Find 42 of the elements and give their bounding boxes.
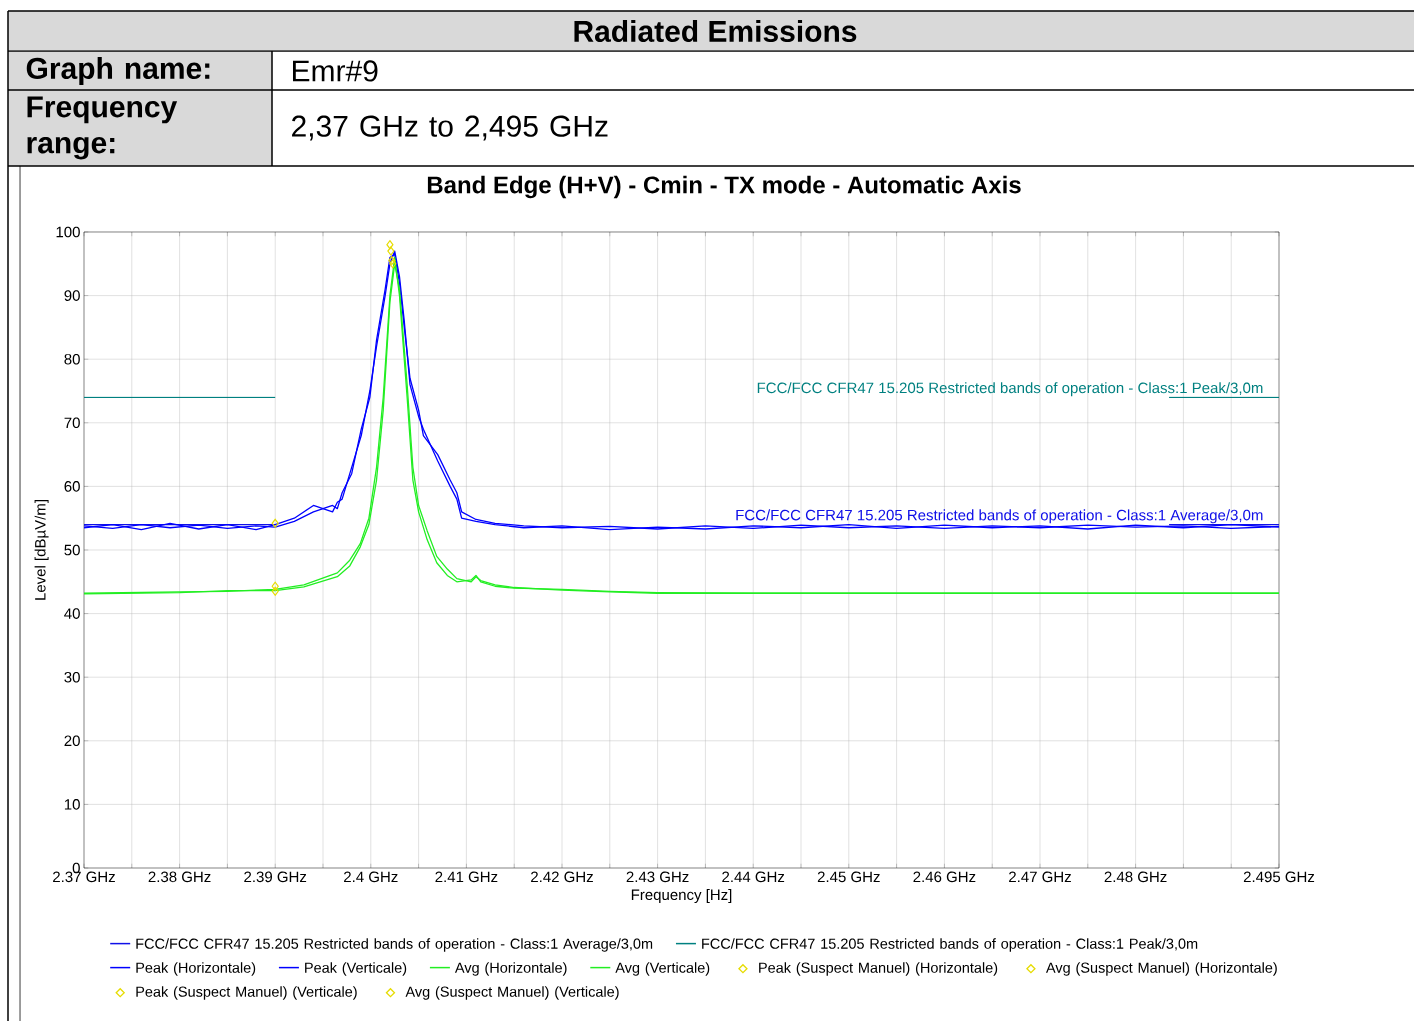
annotation: FCC/FCC CFR47 15.205 Restricted bands of operation - Class:1 Average/3,0m: [736, 509, 1263, 524]
legend-label: Avg (Suspect Manuel) (Horizontale): [1045, 962, 1277, 976]
x-tick-label: 2.43 GHz: [626, 871, 689, 883]
annotation: FCC/FCC CFR47 15.205 Restricted bands of operation - Class:1 Peak/3,0m: [757, 382, 1263, 397]
y-tick-label: 20: [64, 735, 80, 747]
chart-title: Radiated Emissions: [574, 19, 857, 43]
x-tick-label: 2.4 GHz: [344, 871, 398, 883]
x-tick-label: 2.41 GHz: [435, 871, 498, 883]
legend-label: Peak (Horizontale): [136, 962, 256, 976]
legend-label: Peak (Verticale): [305, 962, 407, 976]
y-tick-label: 40: [64, 608, 80, 619]
y-tick-label: 10: [64, 799, 80, 810]
x-tick-label: 2.42 GHz: [531, 871, 593, 883]
y-tick-label: 90: [64, 290, 80, 301]
x-tick-label: 2.38 GHz: [148, 871, 211, 883]
x-tick-label: 2.495 GHz: [1243, 871, 1315, 883]
legend-label: Avg (Suspect Manuel) (Verticale): [405, 986, 619, 1000]
y-tick-label: 60: [64, 481, 80, 492]
legend-label: Avg (Horizontale): [454, 962, 567, 976]
y-axis-title: Level [dBµV/m]: [34, 500, 49, 600]
text: Emr#9: [293, 60, 378, 82]
x-tick-label: 2.39 GHz: [244, 871, 307, 883]
legend-label: Peak (Suspect Manuel) (Verticale): [136, 986, 357, 1000]
y-tick-label: 80: [64, 353, 80, 365]
y-tick-label: 30: [64, 671, 80, 683]
x-tick-label: 2.48 GHz: [1104, 871, 1167, 883]
x-tick-label: 2.44 GHz: [722, 871, 785, 883]
x-axis-title: Frequency [Hz]: [631, 889, 732, 903]
legend-label: FCC/FCC CFR47 15.205 Restricted bands of operation - Class:1 Average/3,0m: [136, 938, 653, 952]
text: 2,37 GHz to 2,495 GHz: [292, 115, 608, 141]
x-tick-label: 2.45 GHz: [817, 871, 880, 883]
legend-label: Peak (Suspect Manuel) (Horizontale): [759, 962, 998, 976]
y-tick-label: 50: [64, 544, 80, 556]
chart-subtitle: Band Edge (H+V) - Cmin - TX mode - Automatic Axis: [427, 175, 1021, 199]
x-tick-label: 2.46 GHz: [913, 871, 976, 883]
y-tick-label: 100: [56, 226, 80, 238]
y-tick-label: 70: [64, 417, 80, 429]
legend-label: FCC/FCC CFR47 15.205 Restricted bands of operation - Class:1 Peak/3,0m: [702, 938, 1198, 952]
legend-label: Avg (Verticale): [615, 962, 710, 976]
text: Graph name:: [26, 57, 210, 85]
text: Frequency range:: [27, 96, 178, 160]
x-tick-label: 2.47 GHz: [1009, 871, 1071, 883]
